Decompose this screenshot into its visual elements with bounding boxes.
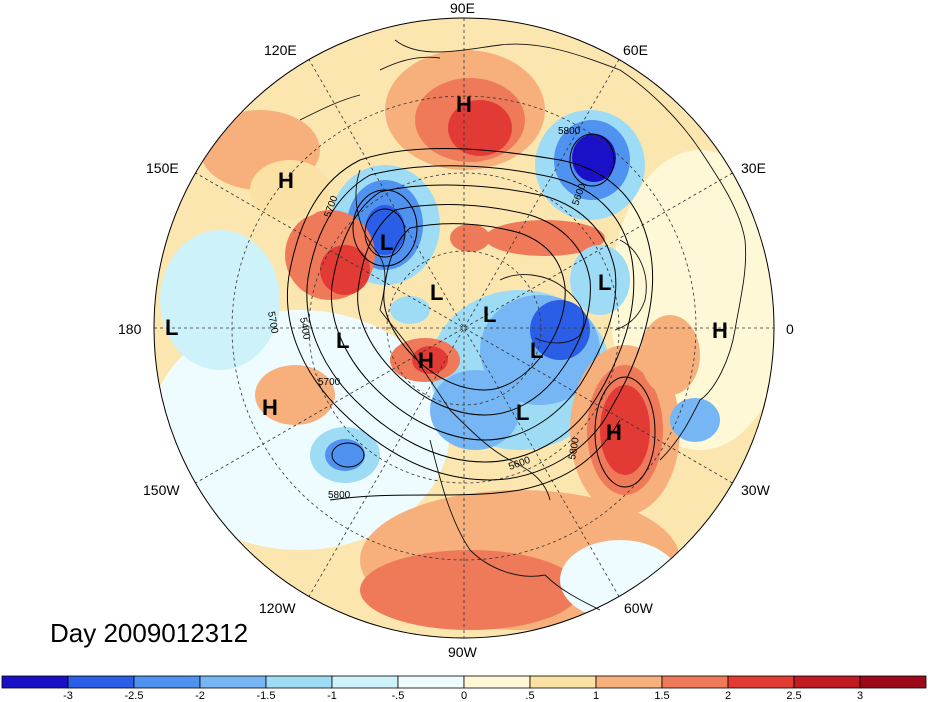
low-center-label: L [336, 328, 349, 353]
lon-label-180: 180 [118, 321, 142, 337]
colorbar-box [859, 675, 927, 689]
colorbar-box [67, 675, 135, 689]
low-center-label: L [430, 280, 443, 305]
colorbar-tick-label: 1.5 [654, 690, 669, 702]
high-center-label: H [262, 395, 278, 420]
high-center-label: H [712, 318, 728, 343]
low-center-label: L [380, 230, 393, 255]
anomaly-shading [154, 18, 774, 638]
contour-labels: 5800 5600 5700 5400 5700 5600 5800 5800 … [265, 126, 589, 501]
graticule [154, 18, 774, 638]
map-border [153, 17, 775, 639]
longitude-labels: 90E 60E 30E 0 30W 60W 90W 120W 150W 180 … [118, 0, 794, 660]
high-center-label: H [418, 348, 434, 373]
lon-label-0: 0 [786, 321, 794, 337]
low-center-label: L [165, 315, 178, 340]
lon-label-120w: 120W [259, 600, 296, 616]
colorbar-box [199, 675, 267, 689]
lon-label-30e: 30E [741, 160, 766, 176]
high-center-label: H [606, 420, 622, 445]
colorbar-tick-label: 0 [461, 690, 467, 702]
low-center-label: L [598, 270, 611, 295]
lon-label-150e: 150E [146, 160, 179, 176]
high-center-label: H [456, 92, 472, 117]
map-title: Day 2009012312 [50, 618, 249, 648]
colorbar-tick-label: .5 [525, 690, 534, 702]
lon-label-90w: 90W [448, 644, 478, 660]
low-center-label: L [483, 302, 496, 327]
colorbar-box [595, 675, 663, 689]
colorbar-tick-label: 2 [725, 690, 731, 702]
contour-label: 5800 [567, 436, 582, 460]
contour-label: 5700 [318, 377, 341, 388]
polar-stereographic-map: 5800 5600 5700 5400 5700 5600 5800 5800 … [118, 0, 794, 660]
lon-label-150w: 150W [143, 482, 180, 498]
colorbar-labels: -3 -2.5 -2 -1.5 -1 -.5 0 .5 1 1.5 2 2.5 3 [63, 690, 863, 702]
colorbar-box [133, 675, 201, 689]
pressure-centers: H H L L L L L L H L L H H L H [165, 92, 728, 445]
colorbar-tick-label: -3 [63, 690, 73, 702]
colorbar-box [397, 675, 465, 689]
colorbar-box [1, 675, 69, 689]
colorbar-tick-label: -.5 [392, 690, 405, 702]
colorbar-tick-label: 2.5 [786, 690, 801, 702]
low-center-label: L [530, 338, 543, 363]
contour-label: 5800 [558, 126, 581, 137]
height-contours [286, 133, 656, 501]
colorbar-tick-label: 1 [593, 690, 599, 702]
colorbar-tick-label: 3 [857, 690, 863, 702]
contour-label: 5700 [265, 311, 280, 335]
colorbar-tick-label: -1 [327, 690, 337, 702]
contour-label: 5800 [328, 490, 351, 501]
colorbar-box [331, 675, 399, 689]
colorbar-tick-label: -1.5 [257, 690, 276, 702]
colorbar-box [661, 675, 729, 689]
lon-label-120e: 120E [264, 42, 297, 58]
colorbar-tick-label: -2.5 [125, 690, 144, 702]
colorbar-box [727, 675, 795, 689]
low-center-label: L [516, 400, 529, 425]
contour-label: 5400 [297, 317, 312, 341]
lon-label-60e: 60E [623, 42, 648, 58]
colorbar-box [529, 675, 597, 689]
high-center-label: H [278, 168, 294, 193]
colorbar-box [793, 675, 861, 689]
lon-label-90e: 90E [450, 0, 475, 16]
lon-label-30w: 30W [741, 482, 771, 498]
colorbar-boxes [1, 675, 927, 689]
lon-label-60w: 60W [624, 600, 654, 616]
colorbar-tick-label: -2 [195, 690, 205, 702]
colorbar: -3 -2.5 -2 -1.5 -1 -.5 0 .5 1 1.5 2 2.5 3 [1, 675, 927, 702]
colorbar-box [265, 675, 333, 689]
colorbar-box [463, 675, 531, 689]
